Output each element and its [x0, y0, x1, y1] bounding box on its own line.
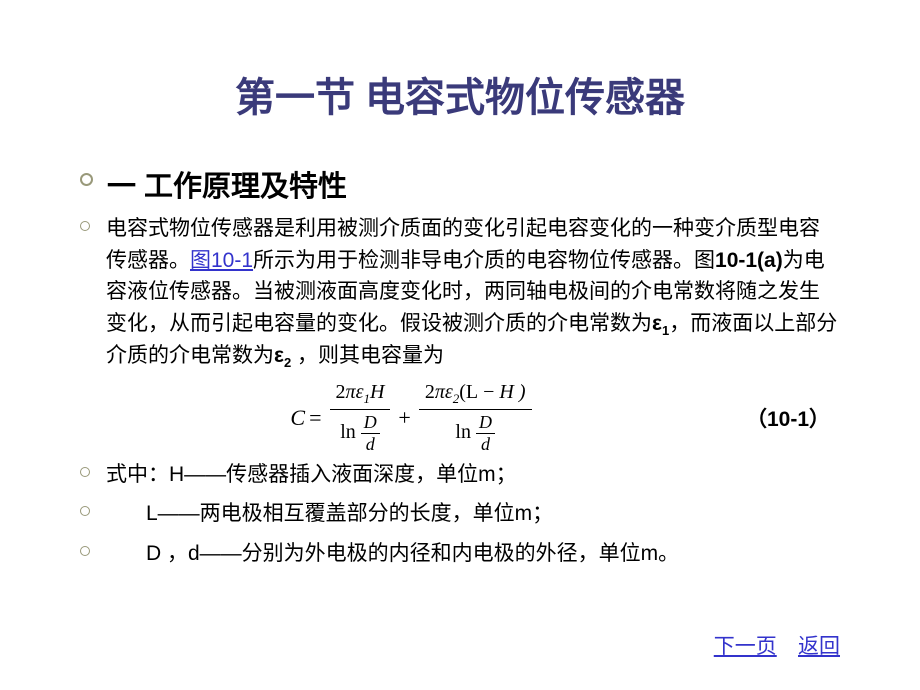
- bullet-icon: [80, 173, 93, 186]
- bullet-icon: [80, 506, 90, 516]
- slide-title: 第一节 电容式物位传感器: [80, 0, 840, 163]
- equation-number: （10-1）: [746, 403, 840, 433]
- text-segment: 所示为用于检测非导电介质的电容物位传感器。图: [253, 249, 715, 272]
- next-page-link[interactable]: 下一页: [714, 634, 777, 658]
- epsilon-symbol: ε: [274, 344, 284, 367]
- numerator: 2πε2(L − H ): [419, 381, 532, 410]
- definition-text: D ，d——分别为外电极的内径和内电极的外径，单位m。: [146, 538, 679, 570]
- fraction-2: 2πε2(L − H ) ln D d: [419, 381, 532, 455]
- bullet-icon: [80, 467, 90, 477]
- bullet-icon: [80, 546, 90, 556]
- formula-C: C: [290, 405, 305, 431]
- navigation-links: 下一页 返回: [698, 630, 840, 660]
- text-segment: ，则其电容量为: [291, 344, 444, 367]
- nested-fraction: D d: [476, 412, 495, 455]
- bold-text: 10-1(a): [715, 249, 783, 272]
- definition-text: 式中：H——传感器插入液面深度，单位m；: [106, 459, 517, 491]
- formula-row: C = 2πε1H ln D d + 2πε2(L − H ): [80, 381, 840, 455]
- fraction-1: 2πε1H ln D d: [330, 381, 391, 455]
- formula: C = 2πε1H ln D d + 2πε2(L − H ): [80, 381, 746, 455]
- plus-sign: +: [398, 405, 410, 431]
- figure-link[interactable]: 图10-1: [190, 249, 253, 272]
- denominator: ln D d: [334, 410, 386, 455]
- subtitle-row: 一 工作原理及特性: [80, 163, 840, 205]
- epsilon-symbol: ε: [652, 312, 662, 335]
- back-link[interactable]: 返回: [798, 634, 840, 658]
- main-paragraph: 电容式物位传感器是利用被测介质面的变化引起电容变化的一种变介质型电容传感器。图1…: [106, 213, 840, 373]
- numerator: 2πε1H: [330, 381, 391, 410]
- definition-text: L——两电极相互覆盖部分的长度，单位m；: [146, 498, 553, 530]
- paragraph-row: 电容式物位传感器是利用被测介质面的变化引起电容变化的一种变介质型电容传感器。图1…: [80, 213, 840, 373]
- definition-row-2: L——两电极相互覆盖部分的长度，单位m；: [80, 498, 840, 530]
- bullet-icon: [80, 221, 90, 231]
- nested-fraction: D d: [361, 412, 380, 455]
- denominator: ln D d: [449, 410, 501, 455]
- definition-row-1: 式中：H——传感器插入液面深度，单位m；: [80, 459, 840, 491]
- section-subtitle: 一 工作原理及特性: [107, 163, 347, 205]
- equals-sign: =: [309, 405, 321, 431]
- definition-row-3: D ，d——分别为外电极的内径和内电极的外径，单位m。: [80, 538, 840, 570]
